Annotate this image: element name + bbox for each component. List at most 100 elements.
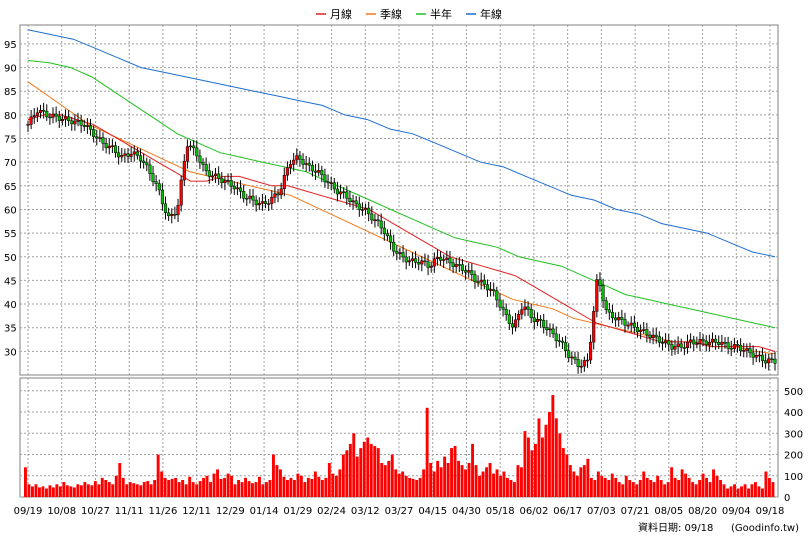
volume-bar: [520, 467, 523, 498]
candle-down: [473, 274, 477, 283]
volume-bar: [429, 463, 433, 497]
candle-up: [720, 341, 724, 345]
volume-bar: [425, 407, 429, 498]
candle-down: [151, 173, 155, 182]
candle-down: [545, 327, 549, 331]
volume-bar: [579, 467, 583, 498]
candle-down: [492, 289, 496, 292]
x-tick-label: 01/29: [283, 506, 312, 517]
volume-bar: [687, 477, 691, 497]
x-tick-label: 12/29: [216, 506, 245, 517]
data-date-label: 資料日期: 09/18: [638, 521, 713, 534]
price-tick-label: 50: [4, 253, 17, 264]
price-tick-label: 90: [4, 64, 17, 75]
candle-down: [510, 323, 515, 328]
volume-bar: [443, 456, 447, 497]
volume-bar: [230, 475, 233, 498]
candle-up: [582, 360, 586, 367]
volume-bar: [139, 485, 143, 497]
candle-down: [229, 180, 233, 187]
volume-bar: [341, 454, 345, 497]
volume-bar: [118, 463, 122, 497]
candle-up: [695, 343, 699, 345]
candle-up: [267, 203, 271, 205]
volume-bar: [55, 484, 59, 498]
volume-bar: [733, 484, 736, 498]
volume-bar: [631, 482, 635, 497]
volume-bar: [121, 477, 125, 497]
candle-up: [248, 195, 252, 199]
candle-up: [35, 112, 39, 116]
candle-up: [304, 163, 308, 165]
volume-bar: [457, 460, 460, 497]
x-tick-label: 07/03: [587, 506, 616, 517]
volume-bar: [167, 480, 171, 497]
volume-bar: [726, 488, 729, 497]
candle-down: [542, 320, 546, 328]
candle-down: [167, 212, 171, 217]
volume-bar: [464, 469, 467, 497]
candle-down: [632, 322, 636, 328]
candle-up: [360, 209, 364, 211]
volume-bar: [114, 475, 118, 498]
candle-down: [448, 257, 452, 264]
volume-bar: [404, 475, 408, 498]
volume-bar: [79, 485, 83, 497]
candle-down: [401, 252, 405, 258]
candle-down: [310, 164, 314, 172]
volume-bar: [282, 476, 286, 497]
x-tick-label: 12/11: [182, 506, 211, 517]
candle-up: [445, 257, 449, 260]
candle-up: [226, 180, 230, 182]
volume-bar: [761, 488, 764, 497]
volume-bar: [48, 485, 52, 497]
candle-down: [654, 334, 658, 337]
candle-up: [292, 159, 296, 165]
candle-down: [192, 145, 196, 149]
candle-down: [482, 279, 486, 285]
volume-bar: [698, 480, 702, 497]
volume-bar: [764, 471, 768, 497]
candle-up: [398, 252, 402, 254]
volume-bar: [237, 480, 240, 497]
volume-bar: [548, 412, 551, 497]
volume-bar: [474, 465, 478, 497]
volume-bar: [72, 487, 76, 497]
candle-up: [639, 329, 643, 333]
volume-bar: [272, 454, 275, 497]
x-tick-label: 08/05: [654, 506, 683, 517]
candle-up: [432, 258, 436, 267]
candle-down: [532, 317, 536, 323]
volume-bar: [45, 488, 48, 497]
volume-bar: [656, 475, 660, 498]
volume-bar: [684, 473, 688, 497]
volume-bar: [544, 424, 548, 498]
candle-down: [620, 317, 624, 320]
volume-bar: [202, 477, 205, 497]
volume-bar: [565, 454, 569, 497]
candle-down: [298, 155, 302, 160]
candle-up: [535, 318, 540, 323]
candle-down: [142, 160, 146, 163]
candle-up: [579, 365, 583, 368]
volume-bar: [635, 484, 639, 498]
volume-bar: [719, 480, 722, 497]
candle-up: [754, 355, 758, 358]
volume-bar: [34, 484, 38, 498]
candle-down: [692, 339, 696, 345]
candle-down: [657, 336, 661, 343]
candle-down: [485, 284, 490, 291]
x-tick-label: 04/15: [418, 506, 447, 517]
volume-bar: [174, 477, 178, 497]
candle-down: [135, 151, 139, 156]
price-tick-label: 60: [4, 205, 17, 216]
candle-up: [329, 182, 333, 184]
volume-bar: [380, 463, 384, 497]
chart-legend: 月線 季線 半年 年線: [316, 7, 502, 21]
candle-down: [526, 306, 530, 310]
volume-bar: [628, 480, 632, 497]
candle-up: [435, 256, 439, 260]
volume-bar: [369, 443, 373, 497]
volume-bar: [589, 477, 593, 497]
candle-up: [282, 174, 286, 189]
